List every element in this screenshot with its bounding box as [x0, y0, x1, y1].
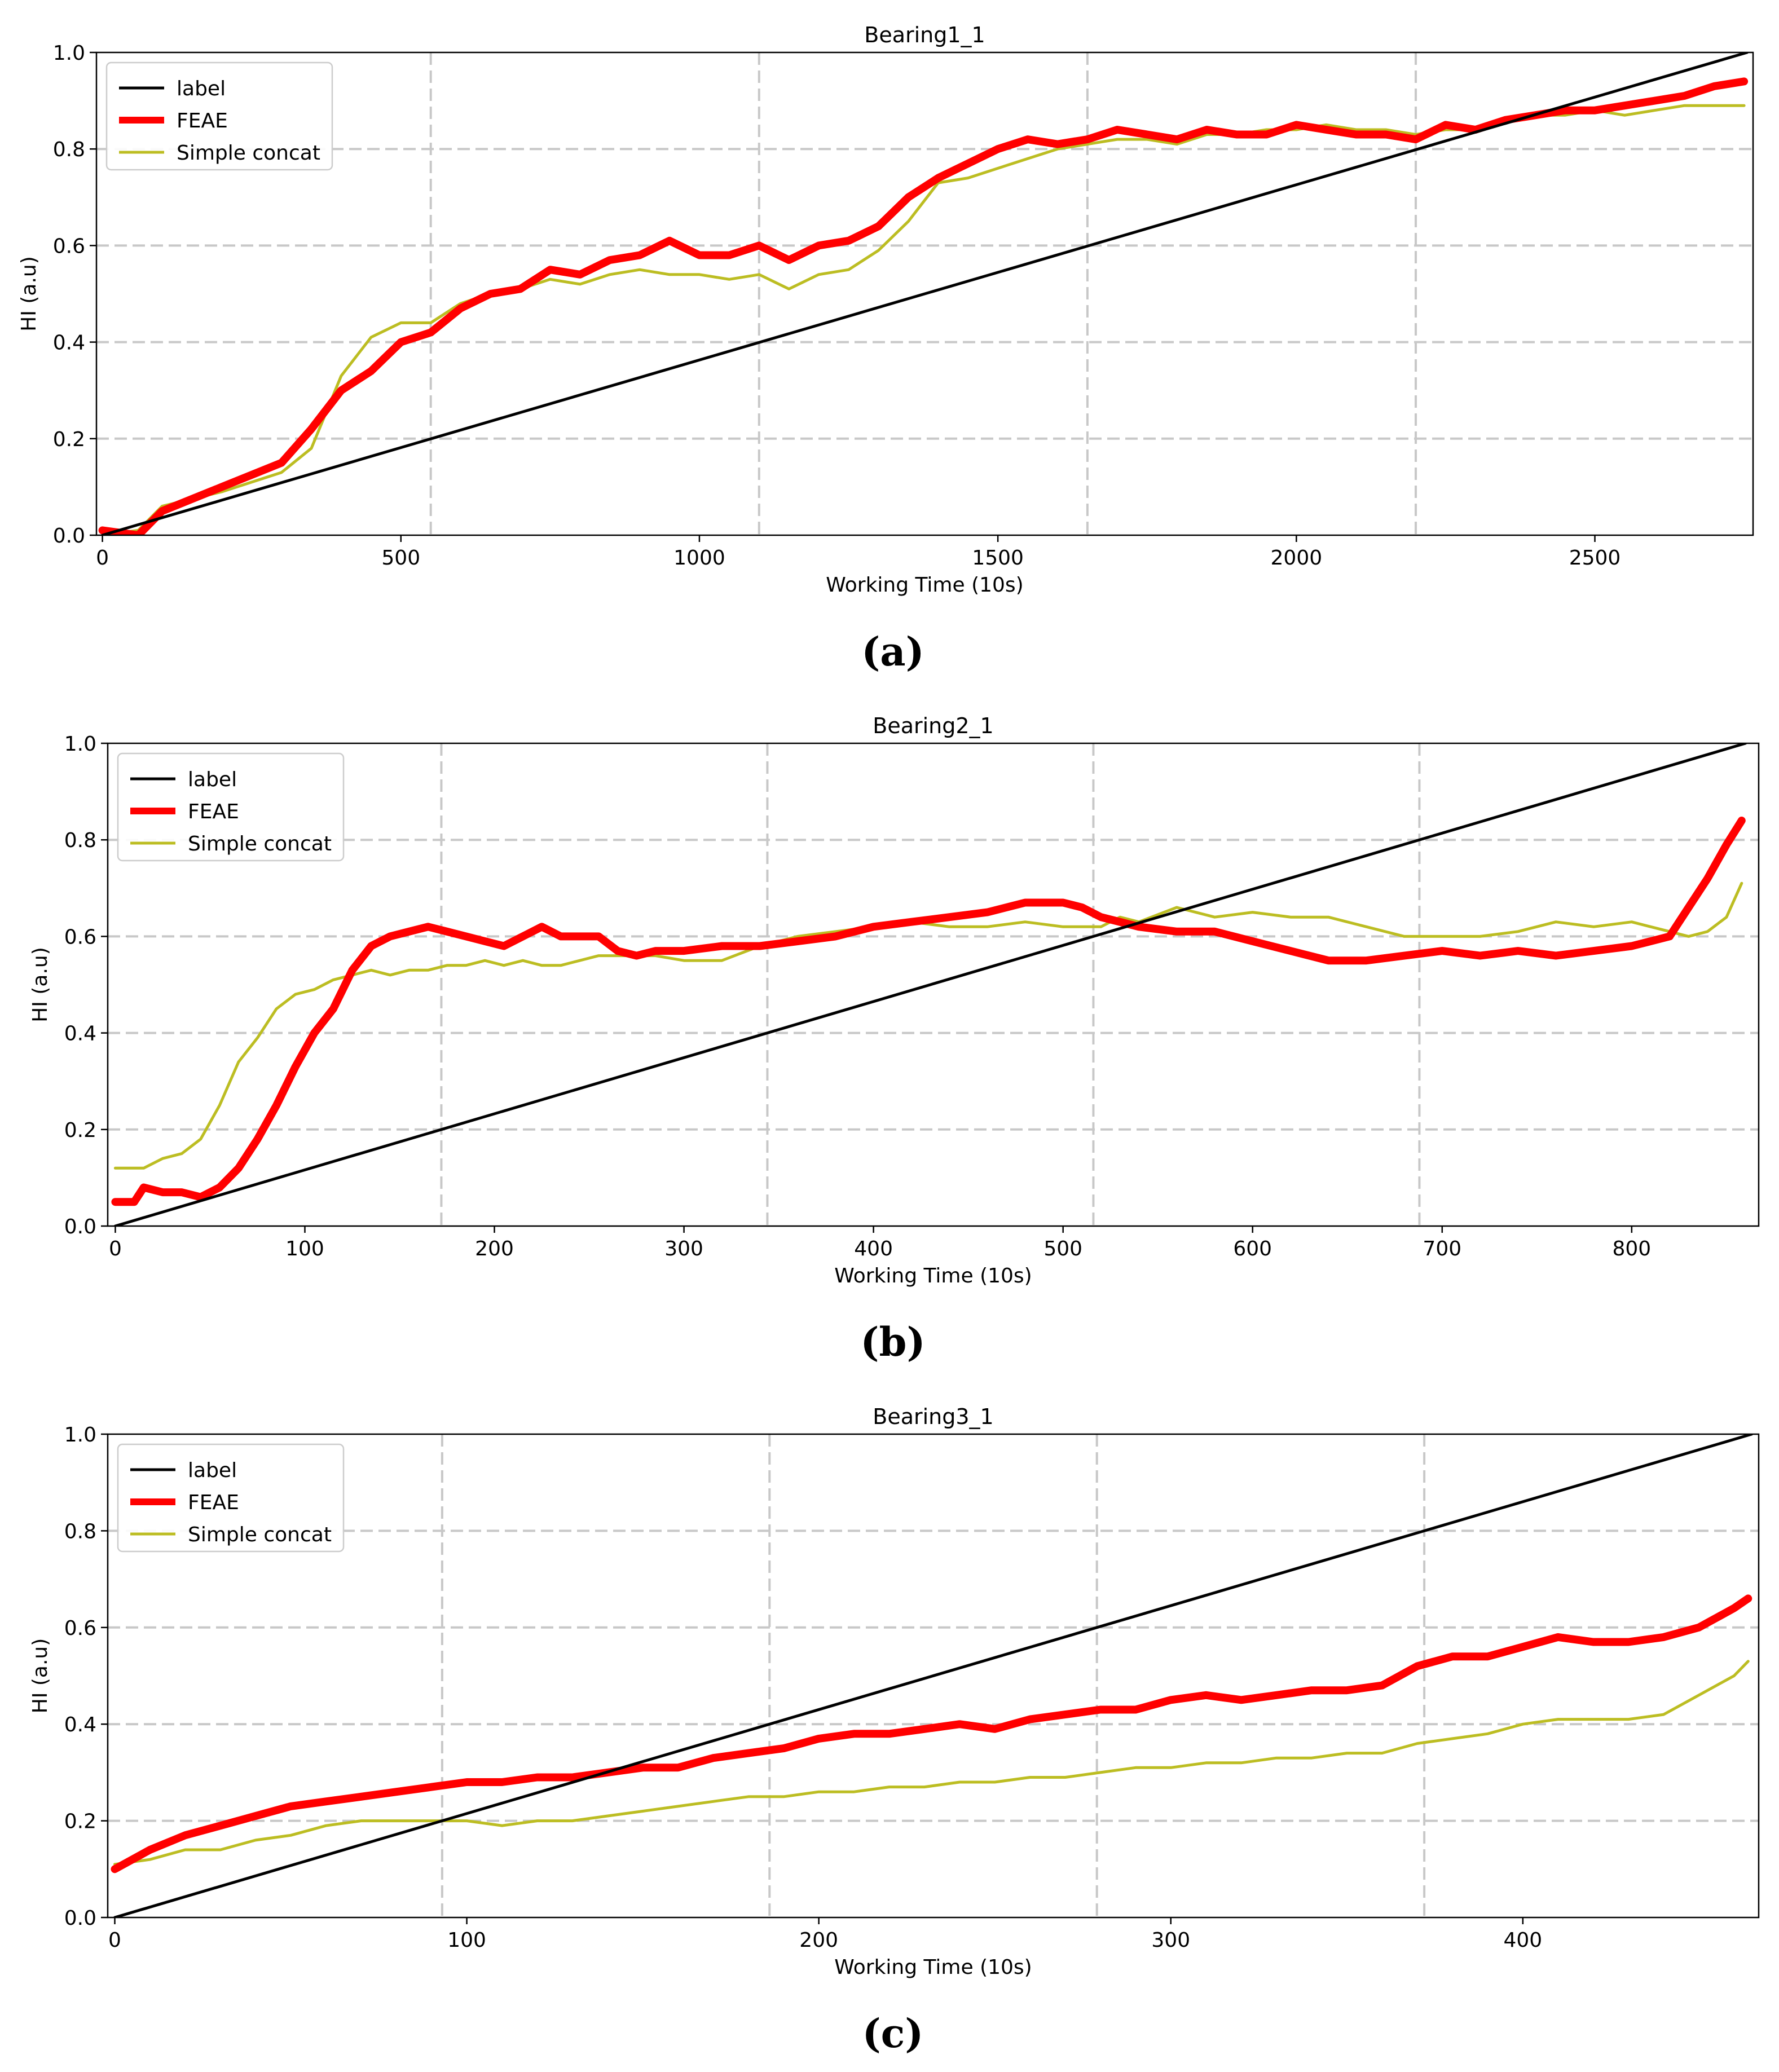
- y-tick-label: 0.2: [64, 1810, 96, 1833]
- y-tick-label: 0.2: [64, 1119, 96, 1142]
- y-tick-label: 0.8: [64, 1520, 96, 1543]
- x-axis-label: Working Time (10s): [834, 1264, 1032, 1288]
- y-tick-label: 0.6: [53, 235, 85, 258]
- y-tick-label: 0.2: [53, 428, 85, 451]
- series-line-feae: [111, 1594, 1752, 1873]
- x-tick-label: 500: [381, 546, 420, 570]
- x-tick-label: 1500: [972, 546, 1024, 570]
- series-line-label: [113, 1434, 1753, 1917]
- x-tick-label: 0: [108, 1929, 121, 1952]
- x-tick-label: 0: [96, 546, 109, 570]
- y-axis-label: HI (a.u): [29, 1638, 52, 1714]
- legend-label: label: [188, 768, 237, 791]
- panel-caption: (b): [860, 1319, 925, 1365]
- y-tick-label: 0.8: [64, 829, 96, 852]
- legend-label: Simple concat: [188, 1523, 332, 1546]
- x-axis-label: Working Time (10s): [826, 574, 1023, 597]
- x-tick-label: 400: [854, 1237, 893, 1260]
- legend-label: Simple concat: [188, 832, 332, 856]
- series-line-label: [101, 52, 1749, 535]
- x-tick-label: 200: [475, 1237, 514, 1260]
- x-tick-label: 100: [285, 1237, 324, 1260]
- y-tick-label: 0.8: [53, 138, 85, 161]
- legend-label: Simple concat: [177, 142, 320, 165]
- series-line-feae: [98, 77, 1749, 535]
- y-tick-label: 1.0: [53, 42, 85, 65]
- x-tick-label: 800: [1612, 1237, 1651, 1260]
- y-tick-label: 0.4: [64, 1022, 96, 1046]
- y-tick-label: 0.6: [64, 1617, 96, 1640]
- x-tick-label: 2500: [1569, 546, 1621, 570]
- x-tick-label: 0: [109, 1237, 122, 1260]
- y-tick-label: 0.6: [64, 925, 96, 949]
- plot-area: [111, 1434, 1753, 1917]
- legend-label: FEAE: [177, 109, 228, 133]
- axes-frame: [107, 742, 1760, 1227]
- series-line-label: [113, 743, 1747, 1226]
- x-tick-label: 700: [1423, 1237, 1461, 1260]
- x-tick-label: 100: [447, 1929, 486, 1952]
- x-tick-label: 300: [1151, 1929, 1190, 1952]
- y-tick-label: 1.0: [64, 733, 96, 756]
- panel-caption: (a): [861, 628, 924, 675]
- chart-panel-2: 0 100 200 300 400 500 600 700 800 0.0 0.2 0.4 0.6 0.8…: [29, 713, 1760, 1365]
- x-tick-label: 600: [1233, 1237, 1272, 1260]
- series-line-simple-concat: [113, 881, 1743, 1170]
- axes-frame: [95, 51, 1754, 536]
- y-axis-label: HI (a.u): [29, 947, 52, 1022]
- series-line-feae: [111, 817, 1746, 1206]
- x-tick-label: 200: [799, 1929, 838, 1952]
- plot-area: [98, 52, 1749, 535]
- y-tick-label: 0.4: [64, 1713, 96, 1736]
- legend-label: FEAE: [188, 800, 239, 823]
- y-tick-label: 0.0: [64, 1215, 96, 1238]
- series-line-simple-concat: [101, 104, 1746, 535]
- legend-label: label: [177, 77, 226, 100]
- y-axis-label: HI (a.u): [17, 256, 41, 332]
- legend-label: FEAE: [188, 1491, 239, 1514]
- chart-title: Bearing1_1: [864, 23, 985, 47]
- axes-frame: [107, 1433, 1760, 1919]
- y-tick-label: 1.0: [64, 1423, 96, 1447]
- y-tick-label: 0.4: [53, 332, 85, 355]
- x-tick-label: 2000: [1271, 546, 1323, 570]
- x-tick-label: 500: [1043, 1237, 1082, 1260]
- x-tick-label: 300: [664, 1237, 703, 1260]
- chart-panel-3: 0 100 200 300 400 0.0 0.2 0.4 0.6 0.8 1.0 Bearing3_…: [29, 1404, 1760, 2057]
- series-line-simple-concat: [113, 1660, 1750, 1866]
- x-axis-label: Working Time (10s): [834, 1956, 1032, 1979]
- chart-title: Bearing3_1: [873, 1404, 993, 1429]
- legend-label: label: [188, 1459, 237, 1482]
- chart-panel-1: 0 500 1000 1500 2000 2500 0.0 0.2 0.4 0.6 0.8 1.0 Be…: [17, 23, 1754, 675]
- plot-area: [111, 743, 1747, 1226]
- x-tick-label: 400: [1503, 1929, 1542, 1952]
- x-tick-label: 1000: [673, 546, 725, 570]
- chart-title: Bearing2_1: [873, 713, 993, 738]
- y-tick-label: 0.0: [53, 524, 85, 548]
- y-tick-label: 0.0: [64, 1907, 96, 1930]
- panel-caption: (c): [862, 2010, 924, 2057]
